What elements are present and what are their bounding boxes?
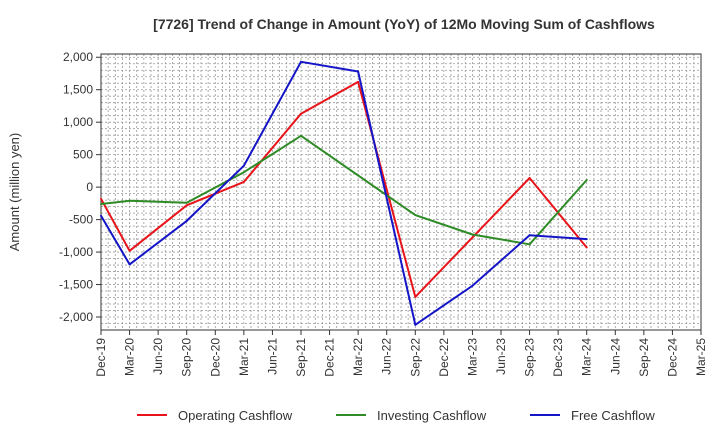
y-tick-label: 0 <box>86 180 93 194</box>
data-point-free-cashflow <box>357 70 360 73</box>
data-point-operating-cashflow <box>128 249 131 252</box>
data-point-investing-cashflow <box>585 178 588 181</box>
series-lines <box>100 60 588 326</box>
data-point-free-cashflow <box>185 219 188 222</box>
x-tick-label: Mar-25 <box>694 338 708 376</box>
x-tick-label: Jun-24 <box>608 338 622 375</box>
x-tick-label: Sep-20 <box>180 338 194 377</box>
chart-title: [7726] Trend of Change in Amount (YoY) o… <box>153 16 655 32</box>
x-tick-label: Sep-22 <box>408 338 422 377</box>
data-point-free-cashflow <box>414 323 417 326</box>
data-point-operating-cashflow <box>585 246 588 249</box>
y-tick-label: -1,000 <box>59 245 93 259</box>
x-tick-label: Dec-20 <box>208 338 222 377</box>
x-tick-label: Mar-24 <box>580 338 594 376</box>
x-tick-label: Mar-23 <box>465 338 479 376</box>
data-point-operating-cashflow <box>528 177 531 180</box>
data-point-operating-cashflow <box>185 204 188 207</box>
data-point-free-cashflow <box>100 214 102 217</box>
x-tick-label: Dec-22 <box>437 338 451 377</box>
legend-label-operating-cashflow: Operating Cashflow <box>178 408 293 423</box>
data-point-investing-cashflow <box>185 201 188 204</box>
x-ticks: Dec-19 Mar-20 Jun-20 Sep-20 Dec-20 Mar-21 Jun-… <box>94 330 708 377</box>
data-point-free-cashflow <box>128 263 131 266</box>
y-tick-label: -500 <box>69 213 93 227</box>
y-tick-label: -1,500 <box>59 278 93 292</box>
data-point-investing-cashflow <box>300 134 302 137</box>
y-tick-label: 500 <box>73 148 93 162</box>
y-tick-label: 2,000 <box>63 50 93 64</box>
x-tick-label: Dec-23 <box>551 338 565 377</box>
data-point-operating-cashflow <box>414 295 417 298</box>
data-point-operating-cashflow <box>357 80 360 83</box>
y-axis-label: Amount (million yen) <box>7 133 22 252</box>
data-point-operating-cashflow <box>100 197 102 200</box>
plot-area <box>100 53 702 331</box>
x-tick-label: Mar-20 <box>123 338 137 376</box>
x-tick-label: Mar-22 <box>351 338 365 376</box>
data-point-free-cashflow <box>300 60 302 63</box>
data-point-investing-cashflow <box>528 243 531 246</box>
data-point-investing-cashflow <box>128 199 131 202</box>
x-tick-label: Jun-22 <box>380 338 394 375</box>
data-point-investing-cashflow <box>471 233 474 236</box>
grid <box>101 54 701 330</box>
y-ticks: 2,000 1,500 1,000 500 0 -500 -1,000 -1,500 -2,00… <box>59 50 101 324</box>
legend-label-investing-cashflow: Investing Cashflow <box>377 408 487 423</box>
x-tick-label: Sep-24 <box>637 338 651 377</box>
x-tick-label: Dec-21 <box>323 338 337 377</box>
data-point-free-cashflow <box>471 284 474 287</box>
y-tick-label: -2,000 <box>59 310 93 324</box>
data-point-free-cashflow <box>242 164 245 167</box>
data-point-operating-cashflow <box>300 112 302 115</box>
x-tick-label: Mar-21 <box>237 338 251 376</box>
x-tick-label: Jun-23 <box>494 338 508 375</box>
x-tick-label: Jun-21 <box>265 338 279 375</box>
x-tick-label: Dec-19 <box>94 338 108 377</box>
legend-label-free-cashflow: Free Cashflow <box>571 408 655 423</box>
y-tick-label: 1,000 <box>63 115 93 129</box>
y-tick-label: 1,500 <box>63 83 93 97</box>
x-tick-label: Jun-20 <box>151 338 165 375</box>
data-point-free-cashflow <box>528 234 531 237</box>
x-tick-label: Sep-21 <box>294 338 308 377</box>
data-point-investing-cashflow <box>414 214 417 217</box>
data-point-investing-cashflow <box>100 203 102 206</box>
legend: Operating Cashflow Investing Cashflow Free… <box>137 408 655 423</box>
data-point-operating-cashflow <box>242 180 245 183</box>
x-tick-label: Dec-24 <box>665 338 679 377</box>
x-tick-label: Sep-23 <box>523 338 537 377</box>
data-point-investing-cashflow <box>242 171 245 174</box>
series-line-free-cashflow <box>100 60 587 326</box>
data-point-free-cashflow <box>585 238 588 241</box>
